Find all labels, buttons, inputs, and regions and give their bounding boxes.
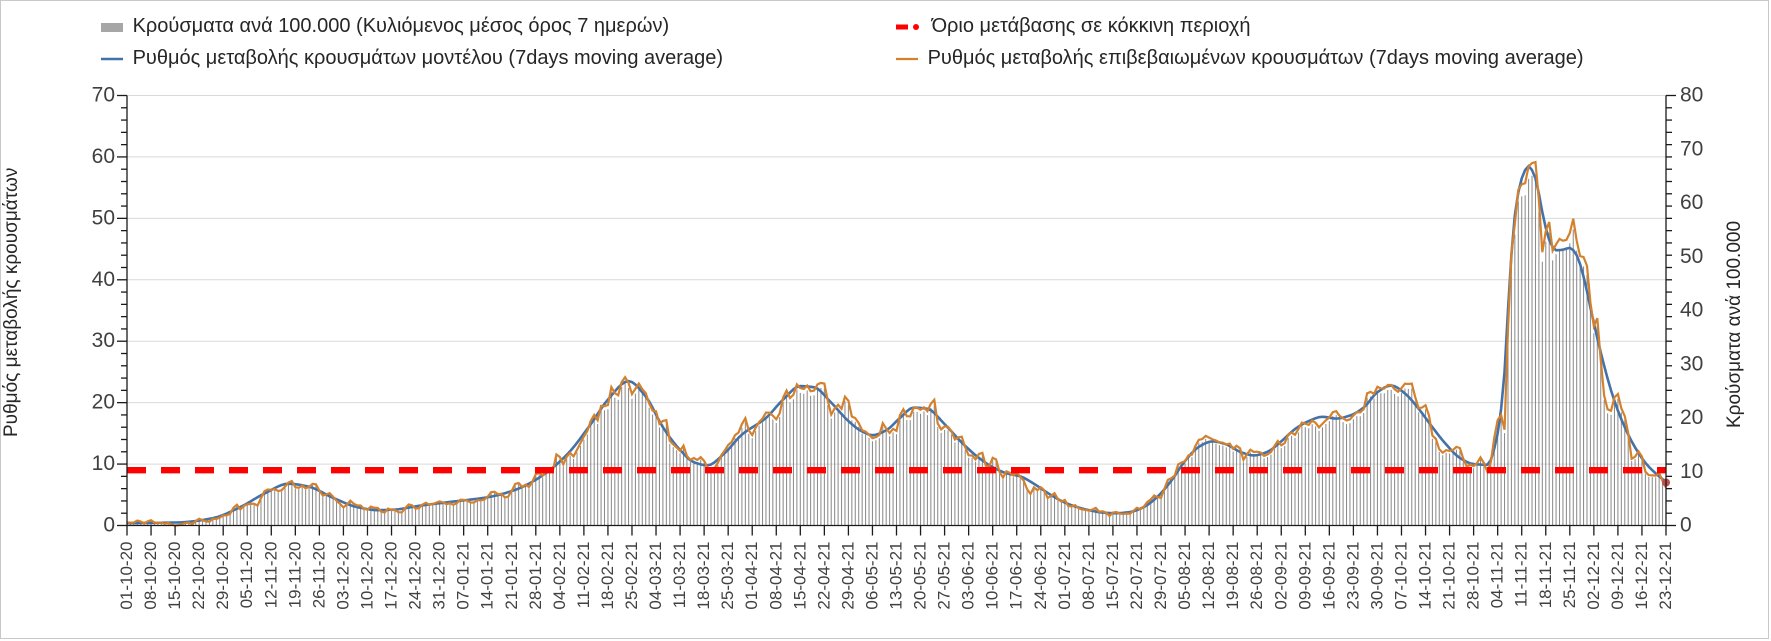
svg-text:06-05-21: 06-05-21 <box>862 542 881 610</box>
svg-text:60: 60 <box>1680 191 1703 214</box>
svg-text:12-08-21: 12-08-21 <box>1199 542 1218 610</box>
svg-text:16-12-21: 16-12-21 <box>1632 542 1651 610</box>
svg-text:70: 70 <box>1680 137 1703 160</box>
svg-text:30: 30 <box>1680 352 1703 375</box>
svg-text:04-02-21: 04-02-21 <box>550 542 569 610</box>
svg-text:15-10-20: 15-10-20 <box>165 542 184 610</box>
svg-text:20: 20 <box>92 391 115 414</box>
svg-text:09-09-21: 09-09-21 <box>1295 542 1314 610</box>
svg-text:26-11-20: 26-11-20 <box>309 542 328 609</box>
svg-text:40: 40 <box>92 268 115 291</box>
svg-text:10: 10 <box>92 452 115 475</box>
svg-text:03-12-20: 03-12-20 <box>333 542 352 610</box>
svg-text:26-08-21: 26-08-21 <box>1247 542 1266 610</box>
svg-text:22-07-21: 22-07-21 <box>1127 542 1146 610</box>
svg-text:24-06-21: 24-06-21 <box>1031 542 1050 610</box>
svg-text:04-11-21: 04-11-21 <box>1488 542 1507 609</box>
svg-text:15-04-21: 15-04-21 <box>790 542 809 610</box>
svg-text:01-04-21: 01-04-21 <box>742 542 761 610</box>
svg-text:01-10-20: 01-10-20 <box>117 542 136 610</box>
svg-text:18-02-21: 18-02-21 <box>598 542 617 610</box>
svg-text:29-04-21: 29-04-21 <box>838 542 857 610</box>
svg-text:07-10-21: 07-10-21 <box>1391 542 1410 610</box>
svg-text:24-12-20: 24-12-20 <box>406 542 425 610</box>
svg-text:08-07-21: 08-07-21 <box>1079 542 1098 610</box>
svg-text:29-07-21: 29-07-21 <box>1151 542 1170 610</box>
svg-text:05-08-21: 05-08-21 <box>1175 542 1194 610</box>
svg-text:11-11-21: 11-11-21 <box>1512 542 1531 608</box>
svg-text:12-11-20: 12-11-20 <box>261 542 280 609</box>
svg-text:40: 40 <box>1680 299 1703 322</box>
svg-text:07-01-21: 07-01-21 <box>454 542 473 610</box>
svg-text:21-01-21: 21-01-21 <box>502 542 521 610</box>
svg-text:30: 30 <box>92 329 115 352</box>
svg-text:21-10-21: 21-10-21 <box>1440 542 1459 610</box>
svg-text:08-04-21: 08-04-21 <box>766 542 785 610</box>
svg-text:18-11-21: 18-11-21 <box>1536 542 1555 609</box>
svg-text:10: 10 <box>1680 460 1703 483</box>
svg-text:23-09-21: 23-09-21 <box>1343 542 1362 610</box>
svg-text:30-09-21: 30-09-21 <box>1367 542 1386 610</box>
svg-text:09-12-21: 09-12-21 <box>1608 542 1627 610</box>
svg-text:05-11-20: 05-11-20 <box>237 542 256 609</box>
svg-text:14-01-21: 14-01-21 <box>478 542 497 610</box>
svg-text:22-10-20: 22-10-20 <box>189 542 208 610</box>
svg-text:02-09-21: 02-09-21 <box>1271 542 1290 610</box>
svg-text:80: 80 <box>1680 84 1703 107</box>
svg-text:28-10-21: 28-10-21 <box>1464 542 1483 610</box>
svg-text:25-11-21: 25-11-21 <box>1560 542 1579 609</box>
svg-text:0: 0 <box>1680 514 1692 537</box>
svg-text:10-12-20: 10-12-20 <box>357 542 376 610</box>
svg-text:70: 70 <box>92 84 115 107</box>
svg-text:16-09-21: 16-09-21 <box>1319 542 1338 610</box>
svg-text:28-01-21: 28-01-21 <box>526 542 545 610</box>
svg-text:22-04-21: 22-04-21 <box>814 542 833 610</box>
svg-text:11-02-21: 11-02-21 <box>574 542 593 609</box>
svg-text:13-05-21: 13-05-21 <box>887 542 906 610</box>
svg-text:29-10-20: 29-10-20 <box>213 542 232 610</box>
svg-text:60: 60 <box>92 145 115 168</box>
svg-text:10-06-21: 10-06-21 <box>983 541 1002 609</box>
svg-text:27-05-21: 27-05-21 <box>935 542 954 610</box>
svg-text:15-07-21: 15-07-21 <box>1103 542 1122 610</box>
svg-text:23-12-21: 23-12-21 <box>1656 542 1675 610</box>
svg-text:25-03-21: 25-03-21 <box>718 542 737 610</box>
svg-text:50: 50 <box>92 206 115 229</box>
svg-text:03-06-21: 03-06-21 <box>959 542 978 610</box>
svg-text:19-11-20: 19-11-20 <box>285 542 304 609</box>
svg-text:14-10-21: 14-10-21 <box>1416 542 1435 610</box>
svg-text:08-10-20: 08-10-20 <box>141 542 160 610</box>
svg-text:19-08-21: 19-08-21 <box>1223 542 1242 610</box>
svg-text:17-06-21: 17-06-21 <box>1007 542 1026 610</box>
svg-text:11-03-21: 11-03-21 <box>670 542 689 609</box>
svg-text:02-12-21: 02-12-21 <box>1584 542 1603 610</box>
svg-text:18-03-21: 18-03-21 <box>694 542 713 610</box>
svg-text:04-03-21: 04-03-21 <box>646 542 665 610</box>
svg-text:20-05-21: 20-05-21 <box>911 542 930 610</box>
svg-text:01-07-21: 01-07-21 <box>1055 542 1074 610</box>
svg-text:50: 50 <box>1680 245 1703 268</box>
svg-text:17-12-20: 17-12-20 <box>382 542 401 610</box>
svg-text:31-12-20: 31-12-20 <box>430 542 449 610</box>
svg-text:0: 0 <box>103 514 115 537</box>
svg-text:25-02-21: 25-02-21 <box>622 542 641 610</box>
svg-text:20: 20 <box>1680 406 1703 429</box>
